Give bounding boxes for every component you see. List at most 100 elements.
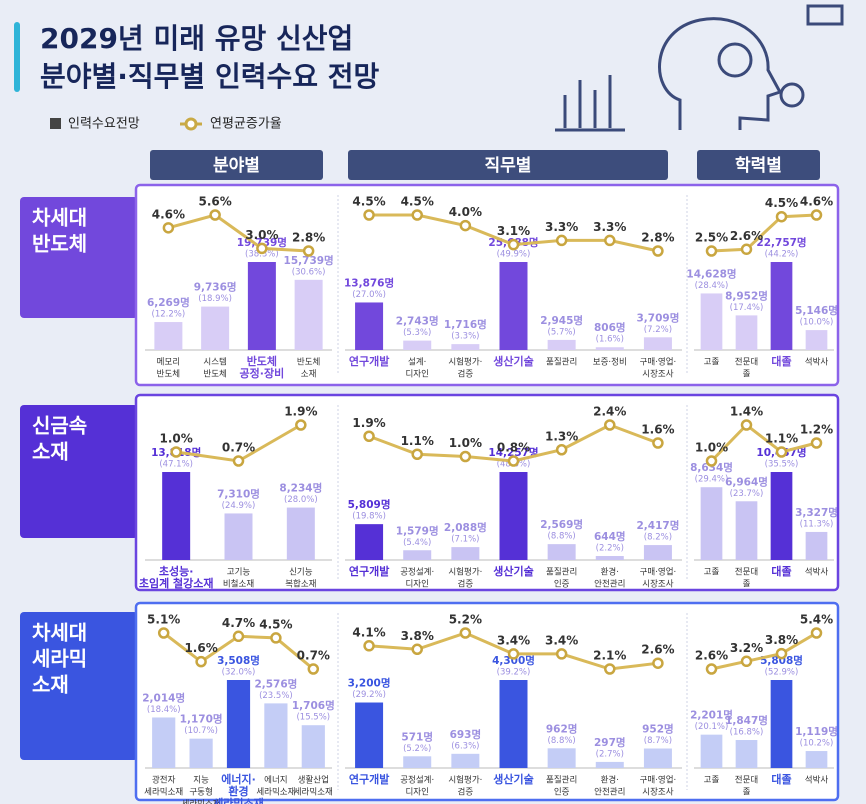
value-label: 962명 (546, 722, 578, 735)
row-panel (134, 183, 840, 387)
growth-dot (157, 627, 170, 639)
bar (805, 751, 828, 768)
legend-label: 연평균증가율 (210, 117, 282, 132)
growth-dot (295, 419, 307, 431)
section-title: 학력별 (735, 156, 782, 176)
bar (355, 302, 384, 350)
growth-label: 3.4% (545, 633, 578, 647)
share-label: (49.9%) (497, 250, 531, 260)
growth-label: 4.0% (449, 205, 482, 219)
value-label: 806명 (594, 321, 626, 334)
bar (152, 717, 176, 768)
bar (700, 487, 723, 560)
growth-dot (810, 209, 823, 221)
bar (805, 531, 828, 560)
share-label: (2.2%) (596, 544, 624, 554)
bar (154, 322, 183, 350)
growth-label: 1.0% (695, 441, 728, 455)
category-label: 설계· (408, 357, 426, 368)
value-label: 644명 (594, 530, 626, 543)
category-label: 품질관리 (546, 357, 577, 368)
share-label: (6.3%) (451, 741, 479, 751)
value-label: 952명 (642, 723, 674, 736)
growth-label: 4.6% (800, 195, 833, 209)
category-label: 세라믹소재 (294, 787, 333, 798)
growth-dot (507, 455, 520, 467)
title-line: 분야별·직무별 인력수요 전망 (40, 60, 379, 93)
growth-dot (195, 655, 207, 668)
share-label: (38.3%) (245, 250, 279, 260)
category-label: 디자인 (405, 369, 428, 380)
category-label: 구매·영업· (640, 775, 677, 786)
value-label: 2,743명 (396, 315, 439, 328)
category-label: 반도체 (157, 369, 180, 380)
growth-label: 2.1% (593, 649, 626, 663)
growth-dot (555, 648, 568, 660)
growth-label: 4.5% (765, 196, 798, 210)
bar (226, 680, 251, 768)
value-label: 7,310명 (217, 487, 260, 500)
category-label: 반도체 (247, 354, 277, 368)
growth-label: 3.0% (245, 228, 278, 242)
share-label: (3.3%) (451, 332, 479, 342)
category-label: 생산기술 (493, 772, 533, 786)
category-label: 시장조사 (642, 787, 673, 798)
growth-label: 2.8% (641, 231, 674, 245)
category-label: 고졸 (704, 568, 720, 578)
bar (162, 472, 191, 560)
row-tab (20, 405, 138, 538)
row-name: 차세대 (32, 206, 87, 230)
growth-label: 2.6% (641, 643, 674, 657)
section-header (348, 150, 668, 180)
value-label: 15,739명 (284, 254, 334, 267)
share-label: (2.7%) (596, 749, 624, 759)
growth-label: 1.6% (184, 641, 217, 655)
bar (499, 472, 528, 560)
growth-dot (555, 444, 568, 456)
growth-dot (507, 648, 520, 660)
legend-swatch (50, 118, 61, 129)
category-label: 디자인 (405, 787, 428, 798)
growth-dot (307, 663, 320, 675)
bar (547, 748, 576, 768)
share-label: (8.8%) (548, 736, 576, 746)
share-label: (11.3%) (800, 519, 834, 529)
growth-dot (775, 446, 788, 458)
title-line: 2029년 미래 유망 신산업 (40, 22, 353, 55)
value-label: 3,200명 (348, 677, 391, 690)
category-label: 공정설계· (400, 775, 434, 786)
bar (805, 330, 828, 350)
share-label: (24.9%) (222, 501, 256, 511)
category-label: 구매·영업· (640, 567, 677, 578)
growth-dot (459, 219, 472, 232)
category-label: 품질관리 (546, 567, 577, 578)
category-label: 세라믹소재 (256, 787, 295, 798)
share-label: (15.5%) (296, 713, 330, 723)
content: 분야별 직무별 학력별차세대반도체6,269명(12.2%)메모리반도체9,736명… (20, 150, 840, 804)
value-label: 6,269명 (147, 296, 190, 309)
bar (224, 513, 253, 560)
growth-label: 3.8% (401, 629, 434, 643)
growth-dot (232, 455, 245, 467)
bar (643, 748, 672, 768)
value-label: 3,709명 (636, 311, 679, 324)
share-label: (35.5%) (765, 460, 799, 470)
share-label: (20.1%) (695, 722, 729, 732)
growth-label: 1.3% (545, 429, 578, 443)
growth-dot (775, 647, 788, 660)
share-label: (5.2%) (403, 744, 431, 754)
category-label: 전문대 (735, 567, 758, 578)
growth-line (711, 213, 817, 253)
bar (201, 306, 230, 350)
bar (403, 756, 432, 768)
growth-label: 0.7% (297, 649, 330, 663)
category-label: 시험평가· (448, 357, 482, 368)
bar (355, 524, 384, 560)
bar (547, 544, 576, 560)
growth-label: 3.4% (497, 633, 530, 647)
growth-dot (411, 209, 423, 221)
value-label: 693명 (450, 728, 482, 741)
growth-label: 4.5% (352, 195, 385, 209)
bar (451, 344, 480, 350)
